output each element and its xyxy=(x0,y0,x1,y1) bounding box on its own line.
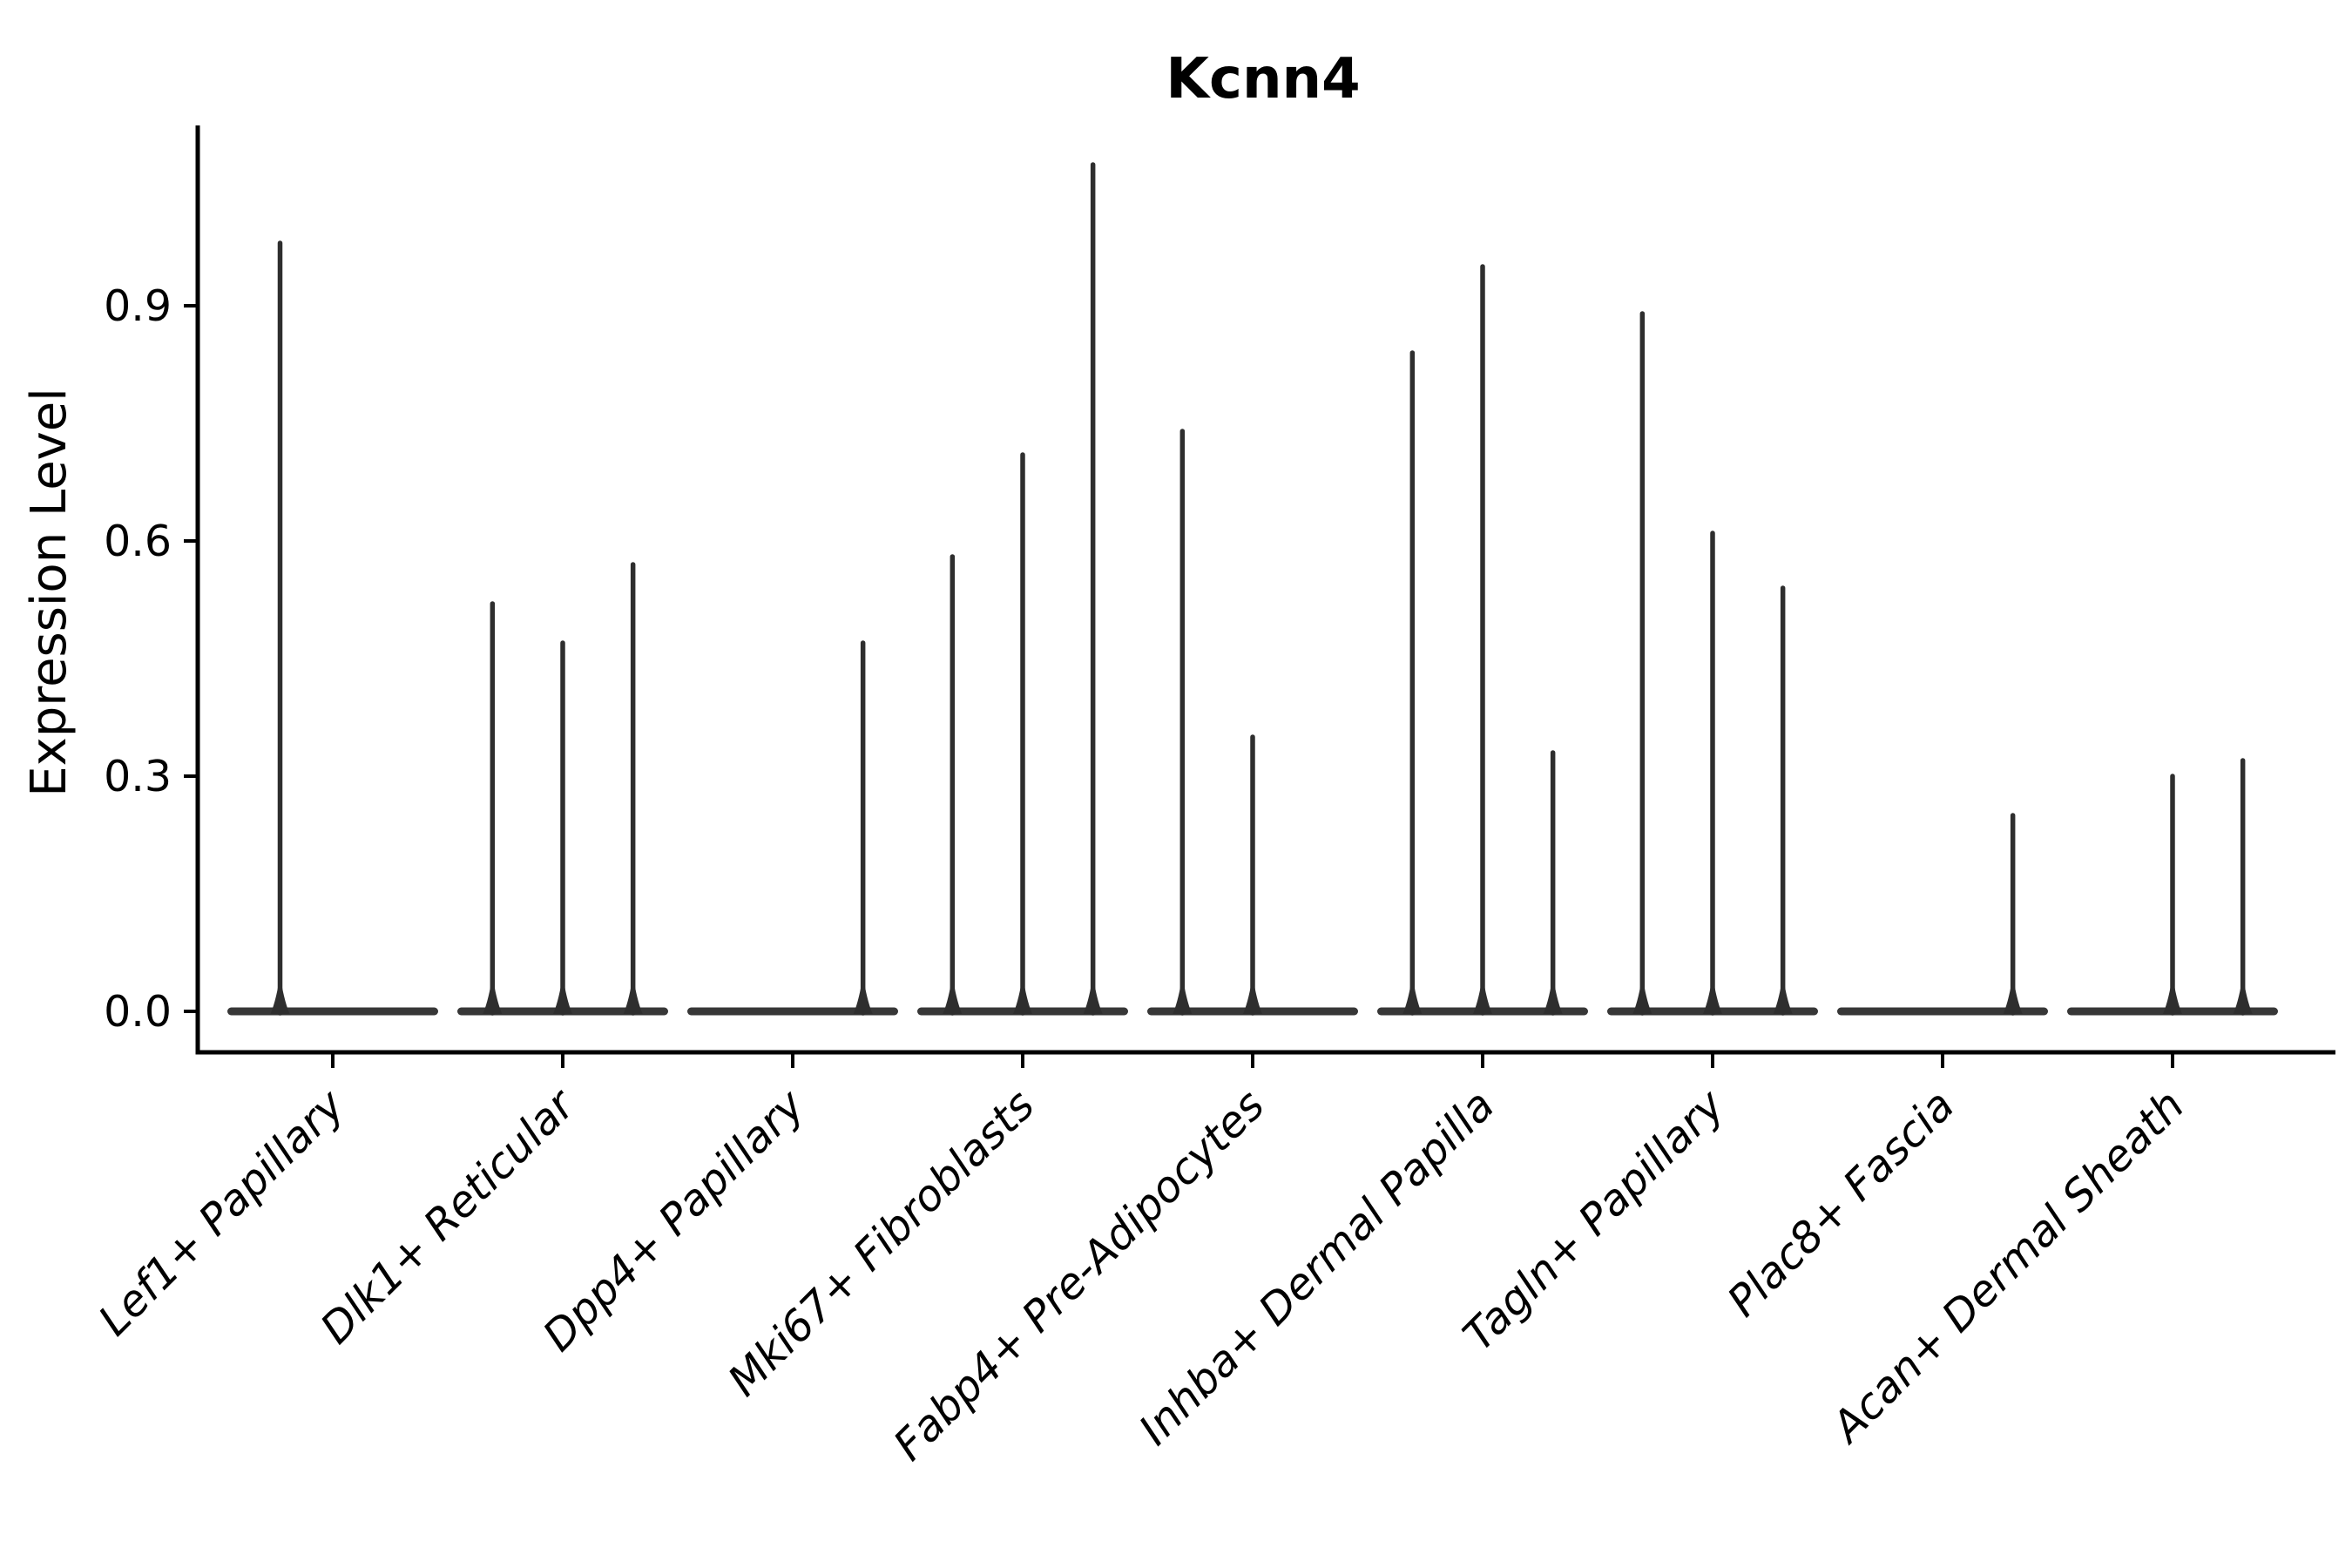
y-tick-label: 0.6 xyxy=(104,517,172,566)
y-axis-title: Expression Level xyxy=(21,388,78,797)
x-tick-label: Dlk1+ Reticular xyxy=(311,1078,585,1353)
violin-baseline xyxy=(227,1007,438,1016)
x-tick-label: Fabp4+ Pre-Adipocytes xyxy=(884,1080,1274,1470)
y-tick-label: 0.3 xyxy=(104,752,172,801)
violin-baseline xyxy=(687,1007,898,1016)
x-tick-label: Lef1+ Papillary xyxy=(89,1079,355,1345)
chart-title: Kcnn4 xyxy=(1166,47,1360,112)
y-tick-label: 0.9 xyxy=(104,281,172,331)
violin-baseline xyxy=(1837,1007,2048,1016)
x-tick-label: Plac8+ Fascia xyxy=(1718,1080,1963,1326)
y-tick-label: 0.0 xyxy=(104,987,172,1037)
axis-layer xyxy=(184,125,2335,1068)
violin-layer xyxy=(227,162,2278,1016)
